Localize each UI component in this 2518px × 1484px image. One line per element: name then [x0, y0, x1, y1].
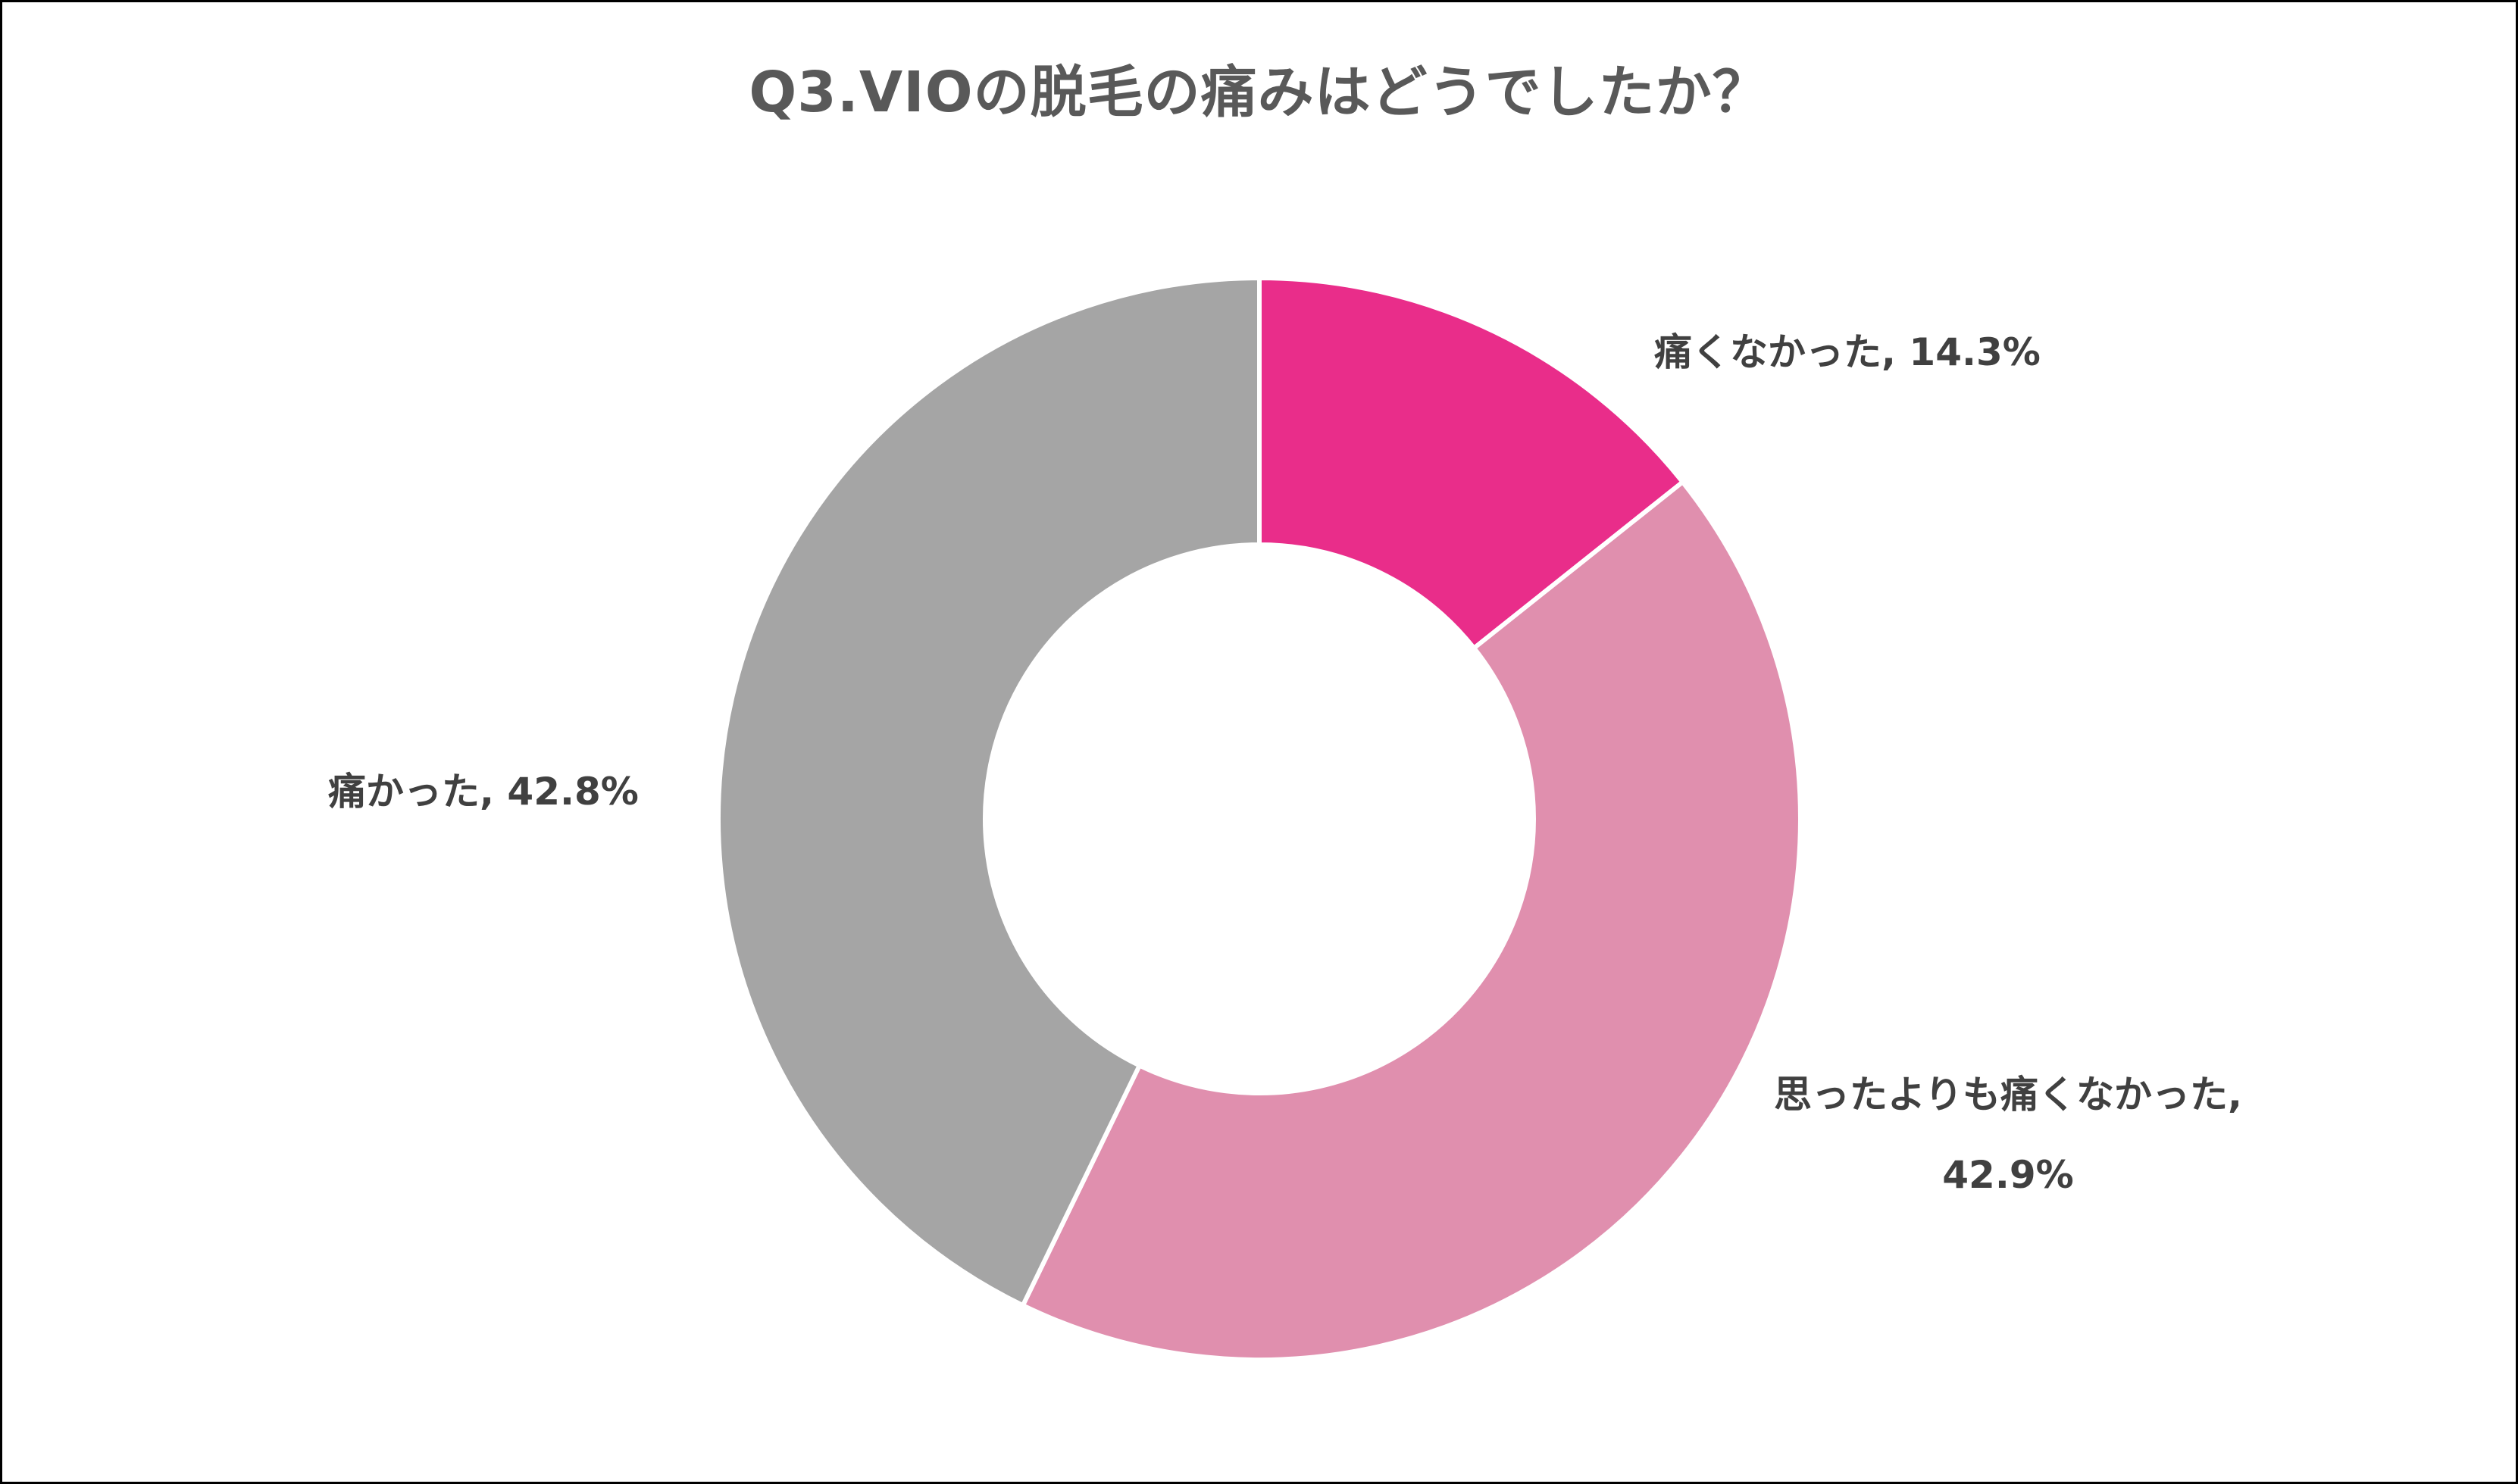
donut-slices: [716, 275, 1803, 1362]
slice-painful: [716, 275, 1262, 1309]
data-label-less-painful-than-expected: 思ったよりも痛くなかった, 42.9%: [1750, 1054, 2266, 1215]
data-label-painful: 痛かった, 42.8%: [328, 770, 639, 814]
data-label-line1: 思ったよりも痛くなかった,: [1774, 1073, 2242, 1117]
data-label-not-painful: 痛くなかった, 14.3%: [1654, 330, 2041, 374]
slice-not-painful: [1257, 275, 1686, 651]
data-label-line2: 42.9%: [1942, 1153, 2074, 1197]
chart-title: Q3.VIOの脱毛の痛みはどうでしたか？: [749, 60, 1769, 125]
slice-less-painful-than-expected: [1019, 479, 1803, 1362]
